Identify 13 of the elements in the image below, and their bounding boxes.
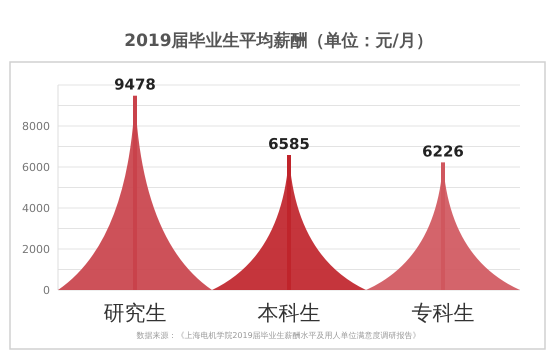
y-tick-label: 6000 bbox=[22, 161, 50, 174]
source-note: 数据来源：《上海电机学院2019届毕业生薪酬水平及用人单位满意度调研报告》 bbox=[136, 331, 421, 340]
x-tick-label: 研究生 bbox=[104, 301, 166, 325]
data-label: 9478 bbox=[114, 76, 156, 94]
x-tick-label: 专科生 bbox=[412, 301, 474, 325]
y-tick-label: 4000 bbox=[22, 202, 50, 215]
y-tick-label: 8000 bbox=[22, 120, 50, 133]
data-label: 6226 bbox=[422, 142, 464, 160]
chart-title: 2019届毕业生平均薪酬（单位：元/月） bbox=[124, 31, 433, 51]
y-tick-label: 2000 bbox=[22, 243, 50, 256]
data-label: 6585 bbox=[268, 135, 310, 154]
y-tick-label: 0 bbox=[43, 284, 50, 297]
x-tick-label: 本科生 bbox=[258, 301, 320, 325]
